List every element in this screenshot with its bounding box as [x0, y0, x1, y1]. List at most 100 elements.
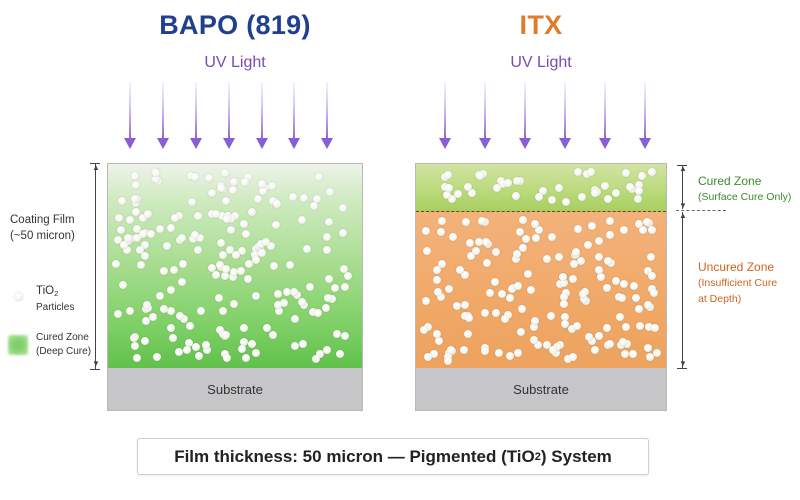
tio2-particle — [314, 173, 323, 182]
tio2-particle — [634, 186, 643, 195]
bapo-uv-label: UV Light — [204, 54, 266, 71]
tio2-particle — [491, 248, 500, 257]
tio2-particle — [534, 226, 543, 235]
tio2-particle — [601, 181, 610, 190]
caption-box: Film thickness: 50 micron — Pigmented (T… — [137, 438, 649, 475]
tio2-particle — [630, 282, 639, 291]
tio2-particle — [280, 299, 289, 308]
tio2-particle — [561, 198, 570, 207]
tio2-particle — [117, 197, 126, 206]
tio2-particle — [237, 345, 246, 354]
tio2-particle — [282, 288, 291, 297]
tio2-particle — [156, 225, 165, 234]
tio2-particle — [444, 284, 453, 293]
tio2-particle — [251, 292, 260, 301]
tio2-particle — [219, 250, 228, 259]
tio2-particle — [538, 187, 547, 196]
uncured-dim-arrow-down: ▼ — [679, 359, 687, 368]
tio2-particle — [432, 265, 441, 274]
cured-zone-legend-text: Cured Zone — [36, 332, 89, 343]
tio2-particle — [572, 321, 581, 330]
tio2-particle — [120, 241, 129, 250]
itx-coating-panel: Substrate — [415, 163, 667, 411]
tio2-particle — [573, 225, 582, 234]
tio2-particle — [175, 347, 184, 356]
tio2-particle — [163, 241, 172, 250]
tio2-particle — [144, 210, 153, 219]
tio2-particle — [140, 251, 149, 260]
tio2-particle — [323, 346, 332, 355]
tio2-particle — [186, 321, 195, 330]
tio2-particle — [422, 297, 431, 306]
tio2-particle — [133, 225, 141, 234]
tio2-particle — [251, 256, 260, 265]
tio2-particle — [230, 212, 239, 221]
tio2-particle — [560, 292, 569, 301]
tio2-particle — [635, 305, 644, 314]
tio2-particle — [514, 282, 523, 291]
tio2-particle — [322, 246, 331, 255]
tio2-particle — [523, 269, 532, 278]
tio2-particle — [116, 226, 125, 235]
tio2-particle — [594, 265, 603, 274]
tio2-particle — [587, 222, 596, 231]
tio2-particle — [137, 261, 146, 270]
tio2-particle — [221, 265, 230, 274]
tio2-particle — [130, 342, 139, 351]
tio2-particle — [629, 349, 638, 358]
tio2-particle — [603, 195, 612, 204]
tio2-particle — [288, 192, 297, 201]
tio2-particle — [518, 243, 527, 252]
tio2-particle — [245, 259, 254, 268]
tio2-particle — [647, 271, 656, 280]
tio2-particle — [448, 233, 457, 242]
tio2-particle — [573, 168, 582, 177]
tio2-particle — [459, 345, 468, 354]
itx-cured-zone-label: Cured Zone (Surface Cure Only) — [698, 173, 791, 205]
tio2-particle — [561, 319, 570, 328]
uncured-zone-dimension — [682, 212, 683, 368]
tio2-particle — [136, 245, 145, 254]
tio2-particle — [553, 342, 561, 351]
tio2-particle — [289, 288, 298, 297]
tio2-particle — [547, 196, 556, 205]
tio2-particle — [621, 323, 630, 332]
uv-arrow-icon — [598, 82, 612, 149]
tio2-particle — [133, 234, 142, 243]
tio2-particle — [141, 317, 150, 326]
tio2-particle — [230, 300, 239, 309]
tio2-particle — [516, 327, 525, 336]
tio2-particle — [308, 307, 317, 316]
tio2-particle — [612, 276, 621, 285]
tio2-particle — [247, 208, 256, 217]
tio2-particle — [239, 220, 248, 229]
tio2-particle — [179, 314, 188, 323]
tio2-particle — [244, 274, 253, 283]
tio2-particle — [588, 336, 597, 345]
tio2-particle — [481, 238, 490, 247]
tio2-particle — [114, 310, 122, 319]
zone-boundary-dash — [676, 210, 726, 211]
tio2-particle — [542, 255, 551, 264]
tio2-particle — [567, 324, 576, 333]
uv-arrow-icon — [478, 82, 492, 149]
tio2-particle — [554, 183, 563, 192]
tio2-particle — [269, 261, 278, 270]
tio2-particle — [189, 235, 198, 244]
tio2-particle — [268, 196, 277, 205]
tio2-particle — [226, 226, 235, 235]
tio2-particle — [159, 267, 168, 276]
tio2-particle — [643, 266, 652, 275]
tio2-subscript: 2 — [54, 288, 59, 298]
tio2-particle — [643, 343, 652, 352]
tio2-particle — [455, 265, 464, 274]
coating-film-label: Coating Film (~50 micron) — [10, 212, 88, 244]
tio2-particle — [577, 192, 586, 201]
tio2-particle — [166, 324, 175, 333]
tio2-particle — [138, 229, 147, 238]
tio2-particle — [220, 272, 229, 281]
tio2-particle — [633, 195, 642, 204]
itx-uncured-zone — [416, 211, 666, 370]
tio2-particle — [274, 289, 283, 298]
tio2-particle — [269, 331, 278, 340]
